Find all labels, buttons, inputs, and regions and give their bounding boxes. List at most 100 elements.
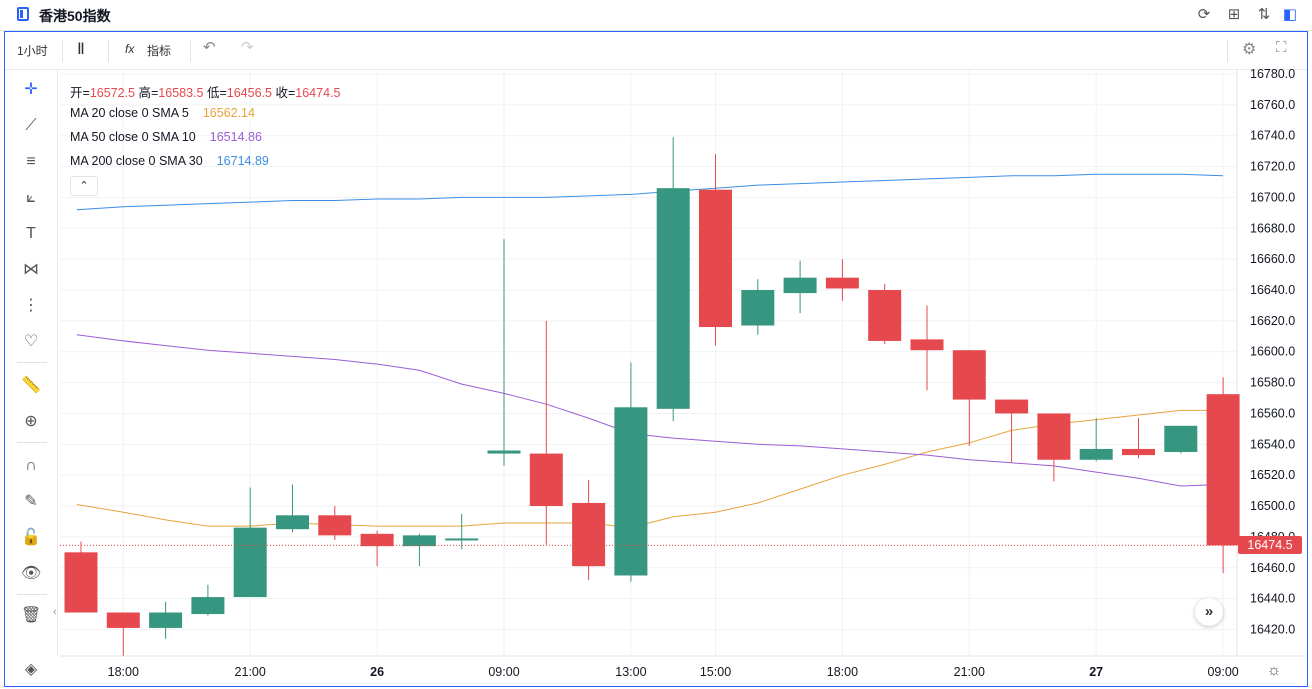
x-tick-label: 18:00 [827,665,858,679]
zoom-in-icon[interactable]: ⊕ [24,413,38,430]
low-value: 16456.5 [226,86,272,100]
candle-body [529,453,563,507]
y-tick-label: 16440.0 [1250,592,1295,606]
candle-body [995,399,1029,414]
open-label: 开= [70,86,90,100]
candle-body [699,189,732,328]
pencil-lock-icon[interactable]: ✎ [24,493,38,510]
ma20-label: MA 20 close 0 SMA 5 [70,106,189,120]
sort-icon[interactable]: ⇅ [1257,6,1271,23]
candle-body [1037,413,1071,460]
ohlc-legend: 开=16572.5 高=16583.5 低=16456.5 收=16474.5 [70,82,340,101]
ma50-legend: MA 50 close 0 SMA 10 16514.86 [70,130,262,144]
high-label: 高= [138,86,159,100]
candle-body [106,612,140,628]
y-tick-label: 16760.0 [1250,98,1295,112]
x-tick-label: 09:00 [488,665,519,679]
text-icon[interactable]: T [26,225,36,242]
close-label: 收= [275,86,296,100]
grid-icon[interactable]: ⊞ [1227,6,1241,23]
undo-icon[interactable]: ↶ [203,39,216,56]
y-tick-label: 16600.0 [1250,345,1295,359]
ma-line-0 [76,409,1224,529]
candle-body [360,533,394,547]
window-title: 香港50指数 [39,8,111,24]
toolbar-divider [190,40,191,62]
y-tick-label: 16500.0 [1250,499,1295,513]
fullscreen-icon[interactable]: ⛶ [1276,39,1287,56]
ma-line-1 [76,334,1224,487]
chart-frame [4,31,1308,687]
ma200-label: MA 200 close 0 SMA 30 [70,154,203,168]
candle-body [487,450,521,454]
layers-icon[interactable]: ◈ [24,661,38,678]
y-tick-label: 16620.0 [1250,314,1295,328]
chart-toolbar: 1小时 Ⅱ fx 指标 ↶ ↷ ⚙ ⛶ [5,32,1307,70]
y-tick-label: 16780.0 [1250,67,1295,81]
y-tick-label: 16540.0 [1250,437,1295,451]
candle-body [783,277,817,294]
x-tick-label: 18:00 [108,665,139,679]
x-tick-label: 09:00 [1207,665,1238,679]
interval-button[interactable]: 1小时 [17,44,48,58]
panel-icon[interactable]: ◧ [1282,6,1298,23]
ma-line-2 [76,173,1224,211]
collapse-toolbar-icon[interactable]: ‹ [53,606,57,618]
toolbar-divider [17,362,47,363]
indicators-button[interactable]: 指标 [147,44,172,58]
lock-icon[interactable]: 🔓 [21,529,41,546]
ruler-icon[interactable]: 📏 [21,377,41,394]
candle-body [1206,394,1240,546]
ma200-value: 16714.89 [216,154,269,168]
y-tick-label: 16680.0 [1250,221,1295,235]
x-tick-label: 27 [1089,665,1103,679]
pattern-icon[interactable]: ⋈ [23,261,39,278]
magnet-icon[interactable]: ∩ [25,457,37,474]
pitchfork-icon[interactable]: ⟀ [26,189,36,206]
y-tick-label: 16640.0 [1250,283,1295,297]
settings-icon[interactable]: ⚙ [1242,41,1257,58]
toolbar-divider [62,40,63,62]
redo-icon[interactable]: ↷ [241,39,254,56]
candle-body [572,502,606,567]
eye-icon[interactable]: 👁 [21,565,42,582]
parallel-lines-icon[interactable]: ≡ [26,153,36,170]
candle-body [614,407,648,576]
y-tick-label: 16720.0 [1250,160,1295,174]
scroll-to-realtime-button[interactable]: » [1195,598,1223,626]
reload-icon[interactable]: ⟳ [1197,6,1211,23]
title-bar: 香港50指数 ⟳ ⊞ ⇅ ◧ [0,0,1312,31]
crosshair-icon[interactable]: ✛ [24,81,38,98]
y-tick-label: 16560.0 [1250,406,1295,420]
candle-body [149,612,183,628]
open-value: 16572.5 [89,86,135,100]
ma20-legend: MA 20 close 0 SMA 5 16562.14 [70,106,255,120]
candle-body [191,597,225,615]
candle-body [1164,425,1198,453]
candle-body [825,277,859,289]
y-tick-label: 16420.0 [1250,622,1295,636]
prediction-icon[interactable]: ⋮ [23,297,39,314]
toolbar-divider [17,594,47,595]
close-value: 16474.5 [295,86,341,100]
y-tick-label: 16740.0 [1250,129,1295,143]
y-tick-label: 16460.0 [1250,561,1295,575]
x-tick-label: 21:00 [954,665,985,679]
candle-body [64,552,98,613]
x-tick-label: 13:00 [615,665,646,679]
candle-body [1122,448,1155,456]
candle-body [318,515,352,536]
candle-body [233,527,267,598]
candle-type-icon[interactable]: Ⅱ [77,41,85,58]
trash-icon[interactable]: 🗑 [21,607,42,624]
high-value: 16583.5 [158,86,204,100]
heart-icon[interactable]: ♡ [23,333,39,350]
ma200-legend: MA 200 close 0 SMA 30 16714.89 [70,154,269,168]
trendline-icon[interactable]: ⟋ [25,117,37,134]
axis-settings-icon[interactable]: ☼ [1266,662,1282,679]
low-label: 低= [206,86,227,100]
indicators-icon[interactable]: fx [125,42,135,56]
candle-body [952,350,986,400]
collapse-legend-button[interactable]: ⌃ [70,176,98,196]
